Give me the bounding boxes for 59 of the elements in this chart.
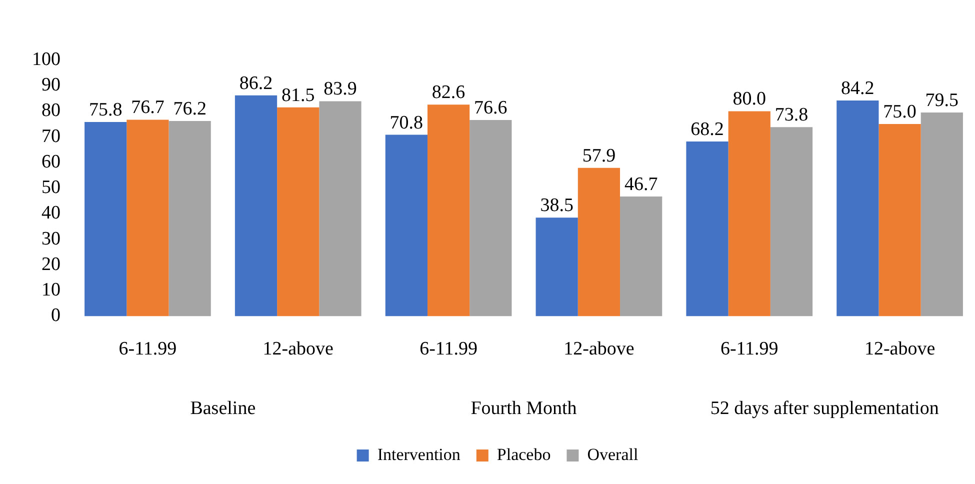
y-tick-label: 80 [42,100,60,122]
data-label: 81.5 [282,84,315,106]
data-label: 76.7 [131,97,164,118]
legend-label: Overall [587,444,638,464]
y-tick-label: 90 [42,74,60,96]
data-label: 70.8 [390,112,424,134]
bar [234,95,278,316]
bar [168,120,211,316]
y-tick-label: 30 [42,228,60,250]
bar [920,112,963,316]
bar [84,122,127,316]
legend-label: Intervention [377,444,461,464]
data-label: 75.0 [883,102,916,123]
x-tick-label: 6-11.99 [118,338,177,360]
x-tick-label: 12-above [262,338,334,360]
y-tick-label: 0 [51,305,60,326]
data-label: 82.6 [432,82,466,104]
x-tick-label: 6-11.99 [720,338,778,360]
y-tick-label: 10 [42,280,60,301]
bar [385,134,428,316]
bar [620,196,662,316]
bar [277,107,320,316]
data-label: 73.8 [774,104,808,126]
data-label: 75.8 [88,99,122,120]
x-tick-label: 6-11.99 [420,338,478,360]
bar [578,168,620,316]
data-label: 76.2 [173,98,206,120]
bar [536,218,578,316]
data-label: 79.5 [925,90,959,112]
x-tick-label: 12-above [564,338,634,360]
text: Baseline [190,398,256,419]
data-label: 46.7 [624,174,658,196]
y-tick-label: 40 [42,202,60,224]
x-tick-label: 12-above [864,338,936,360]
bar [686,141,728,316]
legend-label: Placebo [496,444,551,464]
bar [319,101,362,316]
data-label: 38.5 [540,195,574,216]
bar [770,127,813,316]
y-tick-label: 70 [42,126,60,147]
data-label: 76.6 [474,97,508,118]
bar [728,111,770,316]
y-tick-label: 60 [42,151,60,172]
bar [878,124,921,316]
data-label: 83.9 [324,78,357,100]
data-label: 80.0 [732,88,766,110]
bar [427,104,470,316]
text: Fourth Month [470,398,578,419]
data-label: 57.9 [582,145,616,166]
bar [126,120,169,316]
data-label: 84.2 [841,78,874,99]
bar [470,120,512,316]
text: 52 days after supplementation [710,398,940,419]
data-label: 68.2 [690,118,724,140]
bar [836,100,879,316]
y-tick-label: 50 [42,177,60,198]
data-label: 86.2 [239,72,273,94]
y-tick-label: 100 [32,48,60,70]
y-tick-label: 20 [42,254,60,275]
